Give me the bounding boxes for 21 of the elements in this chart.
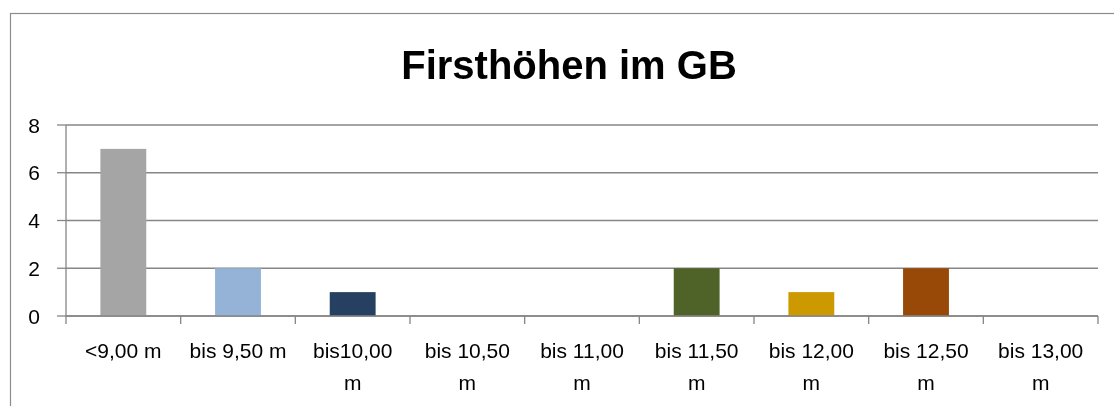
y-tick-label: 8 — [28, 113, 40, 137]
y-tick-label: 2 — [28, 256, 40, 280]
x-tick-label: bis 12,00 m — [768, 339, 854, 394]
bar — [329, 292, 376, 316]
y-tick-label: 0 — [28, 304, 40, 328]
x-tick-label: bis 11,00 m — [540, 339, 624, 394]
x-tick-label: <9,00 m — [85, 339, 162, 362]
x-tick-label: bis10,00 m — [312, 339, 393, 394]
y-tick-label: 4 — [28, 209, 41, 233]
x-tick-label: bis 9,50 m — [189, 339, 287, 362]
x-tick-label: bis 11,50 m — [654, 339, 739, 394]
chart-title: Firsthöhen im GB — [401, 43, 737, 87]
x-tick-label: bis 10,50 m — [424, 339, 510, 394]
bar — [788, 292, 835, 316]
y-tick-label: 6 — [28, 161, 40, 185]
bar — [100, 148, 147, 316]
x-tick-label: bis 13,00 m — [998, 339, 1084, 394]
x-tick-label: bis 12,50 m — [883, 339, 969, 394]
bar — [903, 268, 949, 316]
bar — [215, 268, 261, 316]
bar — [673, 268, 720, 316]
